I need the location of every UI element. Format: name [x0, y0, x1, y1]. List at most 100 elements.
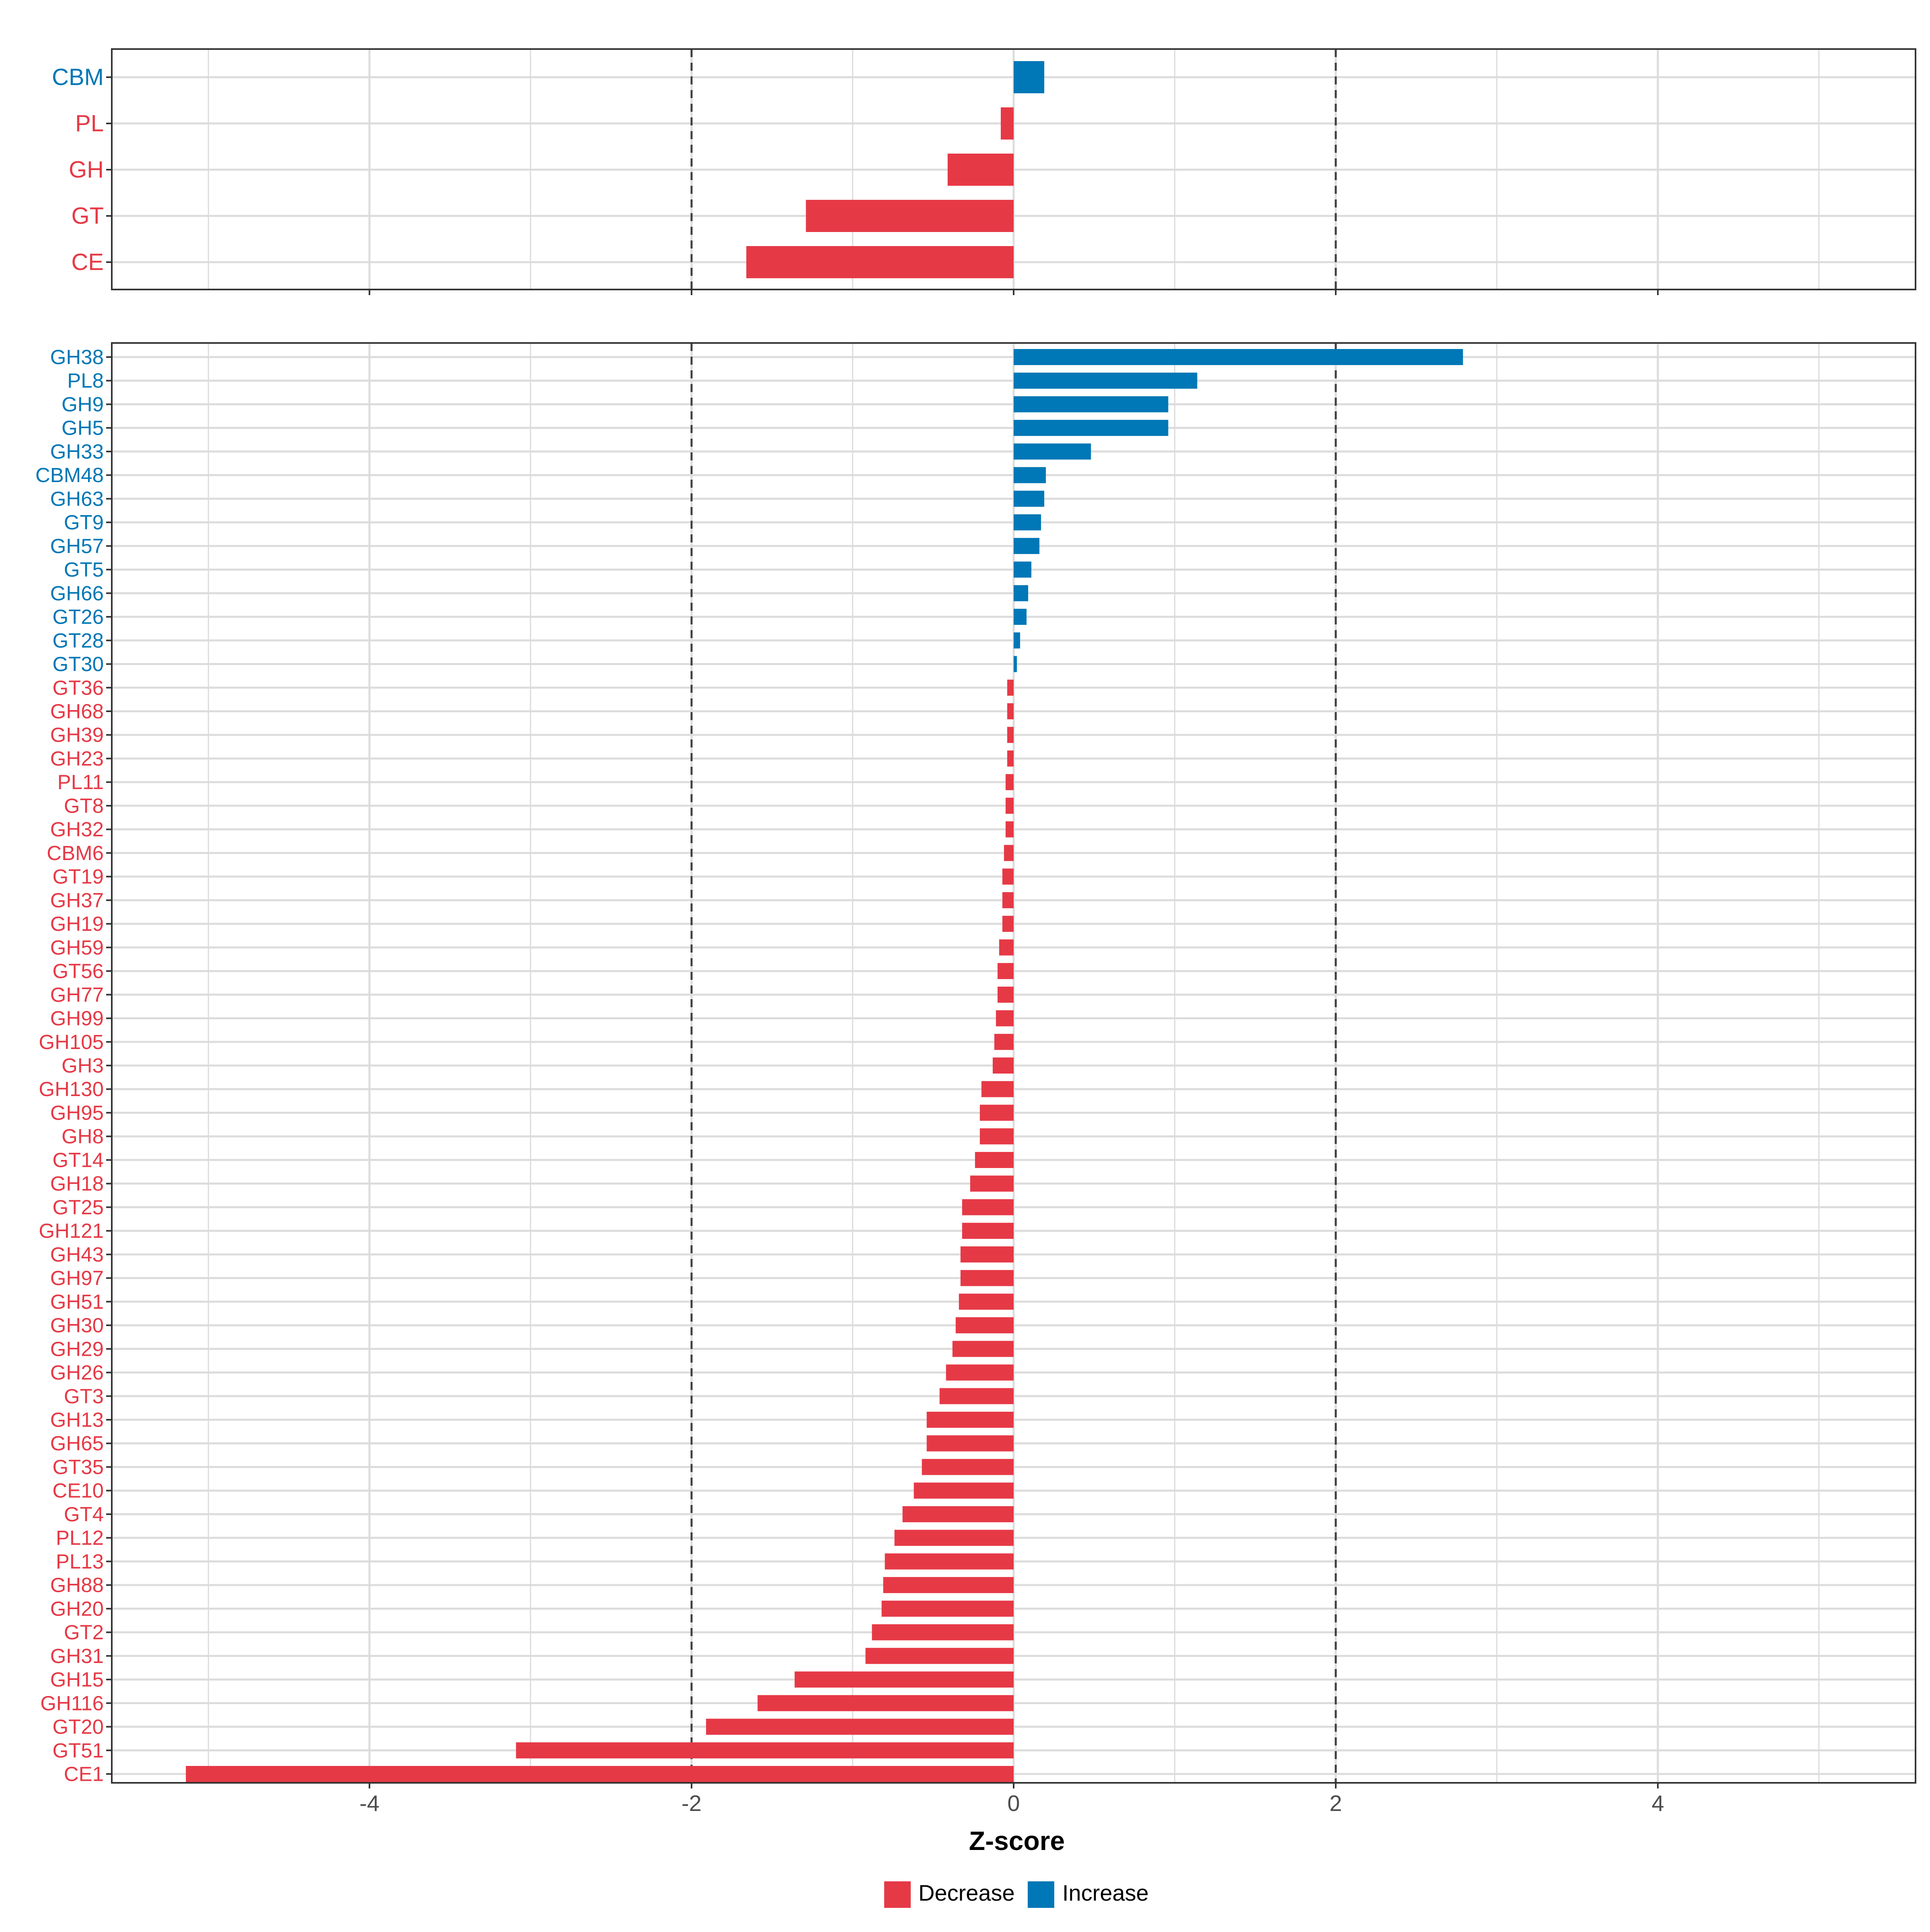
- category-label-gt56: GT56: [52, 960, 104, 983]
- bar-gt3: [939, 1388, 1014, 1404]
- bar-gh29: [952, 1341, 1014, 1357]
- category-label-gh59: GH59: [50, 936, 104, 959]
- category-label-gt2: GT2: [64, 1621, 104, 1644]
- bar-gt9: [1014, 514, 1041, 531]
- bar-gh5: [1014, 420, 1168, 436]
- category-label-gh3: GH3: [62, 1054, 104, 1077]
- category-label-gt25: GT25: [52, 1196, 104, 1219]
- bar-gh51: [959, 1293, 1014, 1310]
- bar-ce10: [914, 1482, 1014, 1499]
- bar-gh33: [1014, 443, 1091, 460]
- bar-ce: [746, 246, 1014, 278]
- bar-gt51: [516, 1742, 1014, 1759]
- x-tick-label: 0: [1007, 1790, 1020, 1816]
- bar-gh32: [1005, 821, 1014, 838]
- category-label-pl8: PL8: [67, 369, 104, 392]
- category-label-gh121: GH121: [39, 1220, 104, 1242]
- bar-gt25: [962, 1199, 1014, 1215]
- category-label-gh23: GH23: [50, 747, 104, 770]
- category-label-gt35: GT35: [52, 1456, 104, 1478]
- bar-gh68: [1007, 703, 1014, 719]
- x-tick-label: -2: [682, 1790, 702, 1816]
- bar-gh15: [795, 1671, 1014, 1688]
- bar-pl8: [1014, 372, 1197, 389]
- bar-gh121: [962, 1223, 1014, 1239]
- legend-decrease-label: Decrease: [918, 1880, 1015, 1905]
- category-label-gt8: GT8: [64, 794, 104, 817]
- bar-gh3: [992, 1057, 1014, 1074]
- category-label-gt36: GT36: [52, 676, 104, 699]
- category-label-gh5: GH5: [62, 417, 104, 439]
- category-label-gh15: GH15: [50, 1668, 104, 1691]
- category-label-pl13: PL13: [56, 1550, 104, 1573]
- bar-gt20: [706, 1718, 1014, 1735]
- bar-gh31: [865, 1648, 1014, 1664]
- bar-gh23: [1007, 750, 1014, 767]
- category-label-gh31: GH31: [50, 1645, 104, 1667]
- category-label-gh33: GH33: [50, 440, 104, 463]
- category-label-gh38: GH38: [50, 346, 104, 369]
- category-label-gt9: GT9: [64, 511, 104, 534]
- category-label-gt14: GT14: [52, 1148, 104, 1171]
- category-label-gh88: GH88: [50, 1574, 104, 1597]
- bar-gh8: [979, 1128, 1014, 1145]
- family-panel: GH38PL8GH9GH5GH33CBM48GH63GT9GH57GT5GH66…: [35, 342, 1916, 1816]
- category-label-gt4: GT4: [64, 1503, 104, 1525]
- bar-gt2: [872, 1624, 1014, 1640]
- bar-gh59: [999, 939, 1014, 956]
- bar-cbm: [1014, 61, 1045, 93]
- bar-gh65: [926, 1435, 1014, 1452]
- bar-gh130: [981, 1081, 1014, 1097]
- category-label-gt20: GT20: [52, 1715, 104, 1738]
- category-label-gh8: GH8: [62, 1125, 104, 1148]
- bar-gt19: [1002, 868, 1014, 885]
- category-label-gh77: GH77: [50, 983, 104, 1006]
- category-label-ce: CE: [71, 249, 104, 275]
- category-label-cbm: CBM: [52, 64, 104, 90]
- category-label-gt30: GT30: [52, 653, 104, 675]
- category-label-ce1: CE1: [64, 1763, 104, 1786]
- category-label-gh30: GH30: [50, 1314, 104, 1337]
- category-label-cbm6: CBM6: [47, 842, 104, 864]
- bar-gh18: [970, 1175, 1014, 1192]
- category-label-gh116: GH116: [40, 1692, 104, 1714]
- bar-gt5: [1014, 561, 1032, 578]
- category-label-gh26: GH26: [50, 1361, 104, 1384]
- bar-pl13: [885, 1553, 1014, 1570]
- bar-gh26: [946, 1364, 1014, 1381]
- category-label-gh130: GH130: [39, 1078, 104, 1100]
- category-label-gh95: GH95: [50, 1101, 104, 1124]
- bar-gh38: [1014, 349, 1463, 365]
- category-label-gt19: GT19: [52, 865, 104, 888]
- category-label-gh99: GH99: [50, 1007, 104, 1030]
- category-label-gt: GT: [71, 203, 104, 229]
- bar-gh: [947, 154, 1014, 186]
- category-label-gt51: GT51: [52, 1739, 104, 1762]
- category-label-pl: PL: [75, 111, 104, 137]
- category-label-gh97: GH97: [50, 1267, 104, 1289]
- bar-cbm6: [1004, 845, 1014, 861]
- bar-gh37: [1002, 892, 1014, 908]
- bar-gh19: [1002, 916, 1014, 932]
- bar-gt26: [1014, 609, 1027, 625]
- legend-increase-swatch: [1028, 1881, 1054, 1908]
- legend-increase-label: Increase: [1062, 1880, 1149, 1905]
- bar-gt30: [1014, 656, 1017, 672]
- category-label-gt3: GT3: [64, 1385, 104, 1408]
- bar-gt56: [997, 963, 1014, 979]
- category-label-gh105: GH105: [39, 1031, 104, 1053]
- bar-gh66: [1014, 585, 1029, 602]
- class-panel: CBM PL GH GT CE: [52, 48, 1916, 295]
- bar-pl: [1000, 107, 1014, 140]
- bar-gh30: [955, 1317, 1014, 1334]
- bar-gh97: [960, 1270, 1014, 1286]
- category-label-gt28: GT28: [52, 629, 104, 652]
- bar-gt14: [975, 1152, 1014, 1168]
- x-tick-label: 2: [1329, 1790, 1342, 1816]
- category-label-pl11: PL11: [57, 771, 104, 794]
- category-label-gh32: GH32: [50, 818, 104, 841]
- bar-gt36: [1007, 680, 1014, 696]
- category-label-gt26: GT26: [52, 606, 104, 628]
